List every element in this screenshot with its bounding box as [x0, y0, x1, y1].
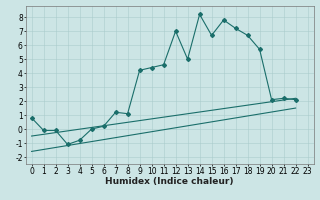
X-axis label: Humidex (Indice chaleur): Humidex (Indice chaleur)	[105, 177, 234, 186]
